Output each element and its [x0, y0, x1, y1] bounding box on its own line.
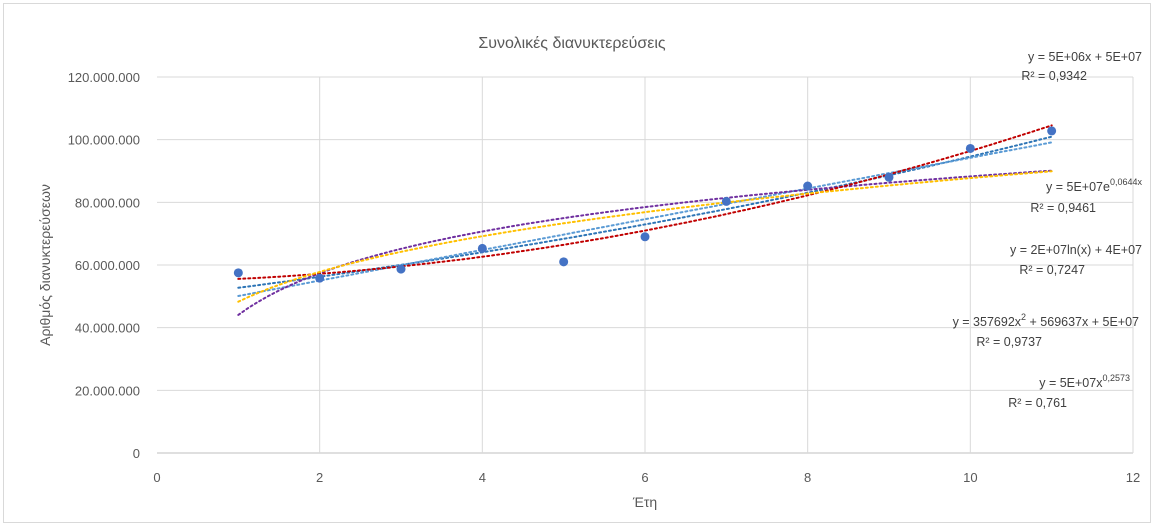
equation-exponential-text: y = 5E+07e0,0644x [1046, 177, 1142, 194]
x-tick-label: 12 [1126, 470, 1140, 485]
equation-power-text: y = 5E+07x0,2573 [1039, 373, 1130, 390]
y-tick-labels: 0 20.000.000 40.000.000 60.000.000 80.000.00… [68, 70, 140, 461]
data-point [640, 232, 650, 242]
trendlines [237, 124, 1053, 316]
x-tick-label: 4 [479, 470, 486, 485]
x-tick-label: 10 [963, 470, 977, 485]
data-point [315, 273, 325, 283]
data-point [721, 196, 731, 206]
y-tick-label: 20.000.000 [75, 383, 140, 398]
chart-title: Συνολικές διανυκτερεύσεις [478, 35, 666, 52]
x-tick-label: 8 [804, 470, 811, 485]
data-point [803, 181, 813, 191]
equation-exponential: y = 5E+07e0,0644x R² = 0,9461 [1030, 177, 1142, 215]
y-tick-label: 80.000.000 [75, 195, 140, 210]
data-points [233, 126, 1057, 283]
equation-polynomial-base: y = 357692x [953, 315, 1022, 329]
y-axis-title: Αριθμός διανυκτερεύσεων [37, 184, 53, 346]
x-axis-title: Έτη [632, 494, 657, 510]
y-tick-label: 100.000.000 [68, 133, 140, 148]
data-point [965, 143, 975, 153]
equation-logarithmic: y = 2E+07ln(x) + 4E+07 R² = 0,7247 [1010, 243, 1142, 277]
equation-polynomial: y = 357692x2 + 569637x + 5E+07 R² = 0,97… [953, 312, 1139, 349]
trendline-logarithmic [237, 169, 1053, 316]
equation-logarithmic-text: y = 2E+07ln(x) + 4E+07 [1010, 243, 1142, 257]
y-tick-label: 0 [133, 446, 140, 461]
y-tick-label: 60.000.000 [75, 258, 140, 273]
x-tick-label: 2 [316, 470, 323, 485]
equation-linear-text: y = 5E+06x + 5E+07 [1028, 50, 1142, 64]
data-point [1047, 126, 1057, 136]
equation-polynomial-text: y = 357692x2 + 569637x + 5E+07 [953, 312, 1139, 329]
y-tick-label: 40.000.000 [75, 321, 140, 336]
equation-exponential-base: y = 5E+07e [1046, 180, 1110, 194]
grid [157, 76, 1134, 454]
trendline-linear [237, 141, 1053, 297]
equation-polynomial-r2: R² = 0,9737 [976, 335, 1042, 349]
equation-exponential-r2: R² = 0,9461 [1030, 201, 1096, 215]
data-point [477, 243, 487, 253]
equation-power-sup: 0,2573 [1102, 373, 1130, 383]
equation-power-base: y = 5E+07x [1039, 376, 1103, 390]
equation-exponential-sup: 0,0644x [1110, 177, 1143, 187]
data-point [396, 264, 406, 274]
data-point [233, 268, 243, 278]
equation-logarithmic-r2: R² = 0,7247 [1019, 263, 1085, 277]
equation-linear-r2: R² = 0,9342 [1021, 69, 1087, 83]
equation-polynomial-sup: 2 [1021, 312, 1026, 322]
equation-power: y = 5E+07x0,2573 R² = 0,761 [1008, 373, 1130, 410]
chart-frame [3, 3, 1151, 523]
x-tick-label: 6 [641, 470, 648, 485]
equation-polynomial-rest: + 569637x + 5E+07 [1026, 315, 1139, 329]
equation-linear: y = 5E+06x + 5E+07 R² = 0,9342 [1021, 50, 1142, 83]
trendline-polynomial [237, 124, 1053, 280]
y-tick-label: 120.000.000 [68, 70, 140, 85]
trendline-power [237, 170, 1053, 303]
data-point [559, 257, 569, 267]
data-point [884, 172, 894, 182]
equation-power-r2: R² = 0,761 [1008, 396, 1067, 410]
x-tick-label: 0 [153, 470, 160, 485]
x-tick-labels: 0 2 4 6 8 10 12 [153, 470, 1140, 485]
